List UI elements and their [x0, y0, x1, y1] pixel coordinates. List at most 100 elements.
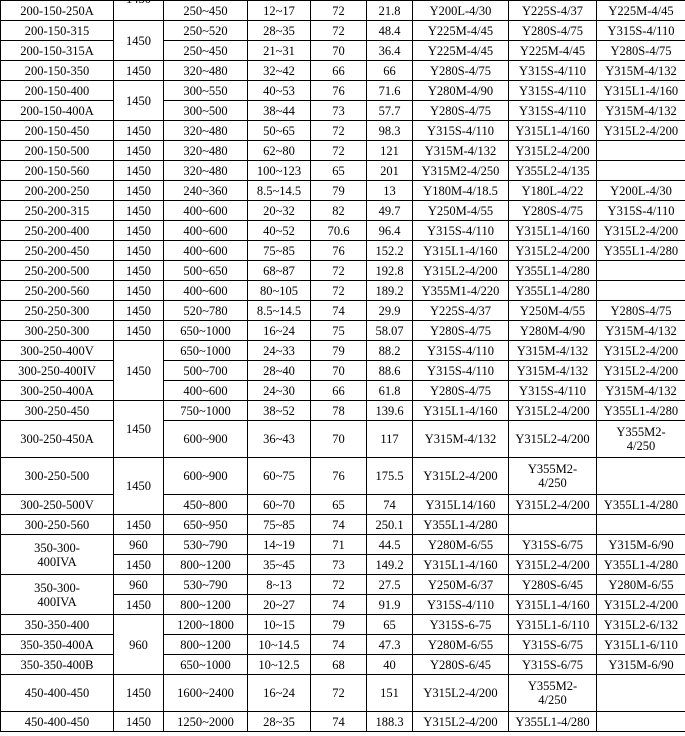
table-cell: 75 — [310, 320, 367, 341]
table-cell: 1450 — [113, 457, 164, 515]
table-row: 350-350-400A 800~1200 10~14.5 74 47.3 Y280M-6… — [0, 634, 685, 655]
cell-text: Y355L1-4/280 — [423, 517, 498, 532]
table-cell: Y280S-6/45 — [508, 574, 597, 595]
table-cell: 44.5 — [366, 534, 413, 555]
cell-text: 300-250-400IV — [18, 363, 96, 378]
table-cell: 80~105 — [247, 280, 311, 301]
cell-text: 530~790 — [183, 537, 228, 552]
cell-text: 8.5~14.5 — [256, 303, 302, 318]
table-cell: 68~87 — [247, 260, 311, 281]
table-cell: 74 — [310, 514, 367, 535]
cell-text: 10~12.5 — [258, 657, 300, 672]
cell-text: 200-200-250 — [24, 183, 90, 198]
cell-text: 350-350-400A — [20, 637, 94, 652]
table-cell: 117 — [366, 420, 413, 458]
table-cell: 72 — [310, 140, 367, 161]
table-cell: 200-150-315 — [0, 20, 114, 41]
cell-text: 76 — [332, 83, 345, 98]
table-cell: Y355M2-4/250 — [596, 420, 685, 458]
table-cell: Y250M-6/37 — [412, 574, 509, 595]
table-cell: Y315S-4/110 — [508, 60, 597, 81]
cell-text: 300~500 — [183, 103, 228, 118]
cell-text: 960 — [129, 537, 148, 552]
cell-text: 1450 — [126, 243, 151, 258]
cell-text: 300-250-300 — [24, 323, 90, 338]
cell-text: Y315L2-4/200 — [515, 403, 590, 418]
table-cell: 21.8 — [366, 0, 413, 21]
table-cell: 200-150-350 — [0, 60, 114, 81]
cell-text: 72 — [332, 283, 345, 298]
table-cell: 72 — [310, 674, 367, 712]
cell-text: 400~600 — [183, 283, 228, 298]
cell-text: 1450 — [126, 363, 151, 378]
table-cell: 300-250-400IV — [0, 360, 114, 381]
table-row: 350-350-400 960 1200~1800 10~15 79 65 Y315S-6-… — [0, 614, 685, 675]
cell-text: 48.4 — [378, 23, 401, 38]
table-cell: 58.07 — [366, 320, 413, 341]
table-row: 300-250-400IV 500~700 28~40 70 88.6 Y315S-4/1… — [0, 360, 685, 381]
table-cell: Y315L2-4/200 — [508, 554, 597, 575]
cell-text: 400~600 — [183, 243, 228, 258]
table-cell: 13 — [366, 180, 413, 201]
table-cell: 75~85 — [247, 514, 311, 535]
cell-text: 70 — [332, 363, 345, 378]
table-cell: 74 — [366, 494, 413, 515]
cell-text: 650~950 — [183, 517, 228, 532]
table-cell: 1450 — [113, 554, 164, 575]
cell-text: Y355L1-4/280 — [515, 283, 590, 298]
table-cell: 10~12.5 — [247, 654, 311, 675]
cell-text: 1450 — [126, 2, 151, 7]
cell-text: 71 — [332, 537, 345, 552]
cell-text: 96.4 — [378, 223, 401, 238]
table-cell: 350-300-400IVA — [0, 534, 114, 575]
cell-text: 8.5~14.5 — [256, 183, 302, 198]
table-cell: 250-200-450 — [0, 240, 114, 261]
table-cell: 500~700 — [163, 360, 248, 381]
cell-text: 20~27 — [263, 597, 295, 612]
table-cell: 65 — [366, 614, 413, 635]
table-cell: Y315M-6/90 — [596, 654, 685, 675]
table-cell: 650~1000 — [163, 340, 248, 361]
table-row: 300-250-500 1450 600~900 60~75 76 175.5 Y315L2… — [0, 457, 685, 515]
cell-text: Y315L2-4/200 — [423, 469, 498, 483]
table-cell: 66 — [310, 380, 367, 401]
table-cell: 76 — [310, 240, 367, 261]
table-cell: Y355L1-4/280 — [596, 240, 685, 261]
table-cell: 960 — [113, 574, 164, 595]
cell-text: Y315M-6/90 — [608, 657, 674, 672]
table-cell: 250-200-315 — [0, 200, 114, 221]
cell-text: 70 — [332, 432, 345, 446]
cell-text: Y315L2-4/200 — [423, 263, 498, 278]
table-cell: 38~44 — [247, 100, 311, 121]
cell-text: Y315L2-6/132 — [603, 617, 679, 632]
cell-text: 530~790 — [183, 577, 228, 592]
cell-text: 12~17 — [263, 3, 295, 18]
table-cell: Y315L2-4/200 — [412, 711, 509, 732]
table-cell: Y315L1-4/160 — [412, 554, 509, 575]
table-cell: 600~900 — [163, 420, 248, 458]
table-cell: 74 — [310, 300, 367, 321]
cell-text: Y315S-6/75 — [521, 637, 584, 652]
table-cell: Y355M1-4/220 — [412, 280, 509, 301]
table-cell: 16~24 — [247, 320, 311, 341]
table-cell: Y355L1-4/280 — [596, 400, 685, 421]
cell-text: Y315S-4/110 — [427, 223, 494, 238]
cell-text: Y315L2-4/200 — [603, 123, 679, 138]
cell-text: 200-150-400 — [24, 83, 90, 98]
cell-text: 24~30 — [263, 383, 295, 398]
table-cell: 96.4 — [366, 220, 413, 241]
cell-text: 350-300-400IVA — [34, 580, 80, 609]
table-cell: Y315S-4/110 — [596, 20, 685, 41]
table-cell: 1450 — [113, 200, 164, 221]
cell-text: 200-150-350 — [24, 63, 90, 78]
cell-text: 70 — [332, 43, 345, 58]
table-cell: 200-150-560 — [0, 160, 114, 181]
table-cell: Y315L2-4/200 — [508, 420, 597, 458]
cell-text: 36.4 — [378, 43, 401, 58]
table-cell: Y315L1-4/160 — [412, 400, 509, 421]
cell-text: 88.2 — [378, 343, 401, 358]
cell-text: Y280M-6/55 — [427, 637, 494, 652]
table-cell: 20~32 — [247, 200, 311, 221]
cell-text: Y315S-6/75 — [521, 537, 584, 552]
